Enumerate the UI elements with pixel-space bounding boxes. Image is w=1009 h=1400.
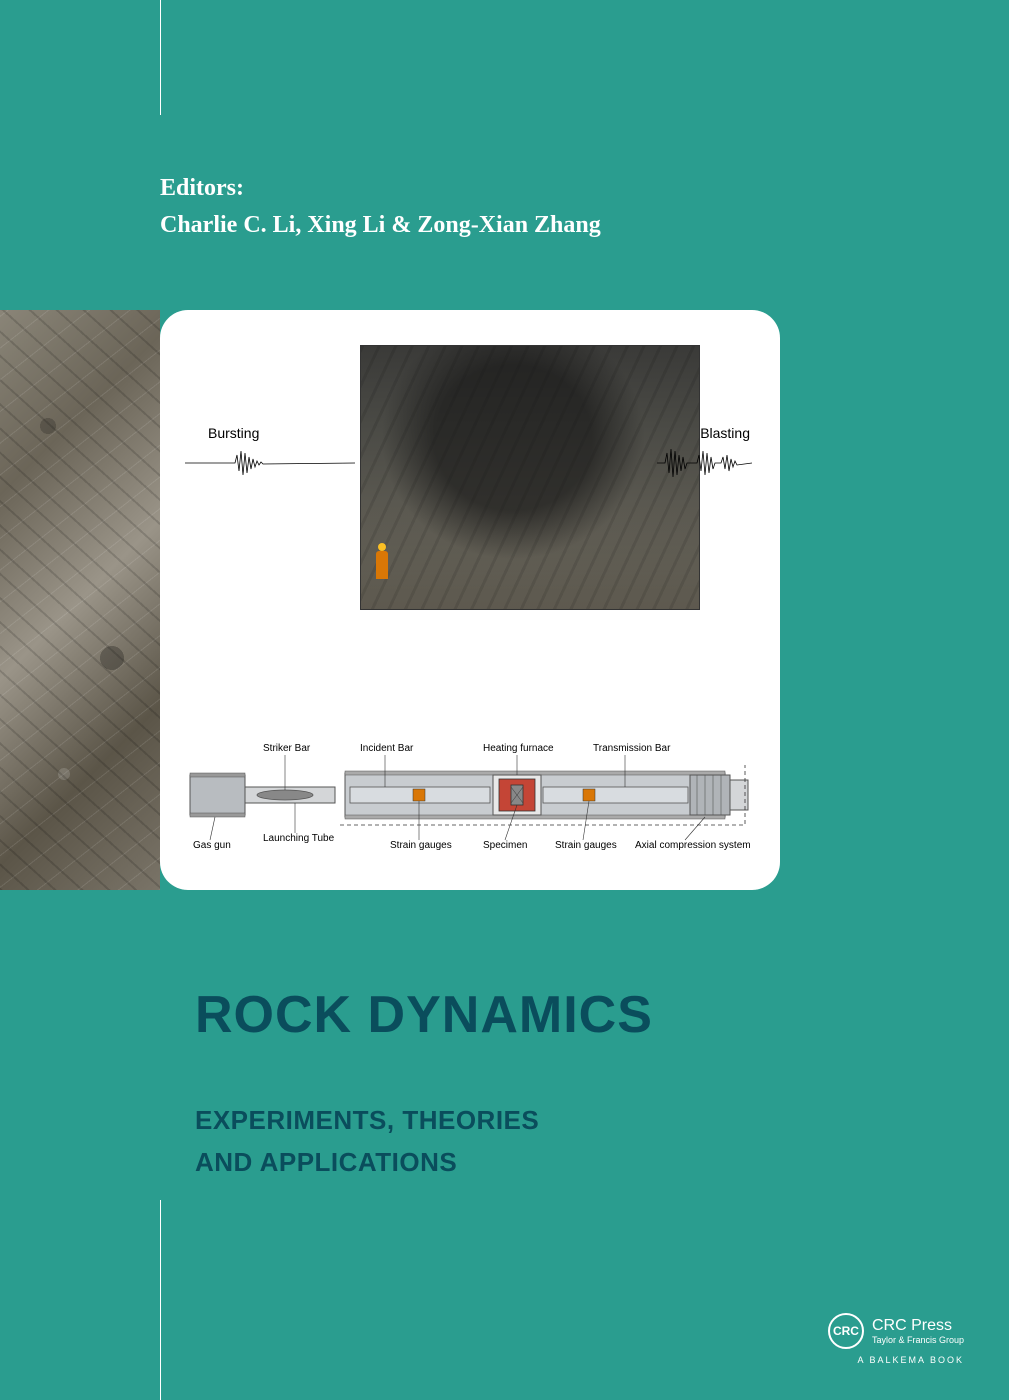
crc-logo-icon: CRC — [828, 1313, 864, 1349]
decorative-line-top — [160, 0, 161, 115]
cover-figure-area: Bursting Blasting — [0, 310, 780, 890]
editors-block: Editors: Charlie C. Li, Xing Li & Zong-X… — [160, 175, 601, 239]
label-gas-gun: Gas gun — [193, 840, 231, 851]
label-axial-compression: Axial compression system — [635, 840, 751, 851]
editors-label: Editors: — [160, 175, 601, 202]
shpb-apparatus-diagram: Striker Bar Incident Bar Heating furnace… — [185, 725, 755, 855]
label-launching-tube: Launching Tube — [263, 833, 334, 844]
decorative-line-bottom — [160, 1200, 161, 1400]
label-specimen: Specimen — [483, 840, 527, 851]
main-title: Rock Dynamics — [195, 985, 653, 1045]
bursting-waveform — [185, 445, 355, 481]
rock-face-photo — [0, 310, 160, 890]
publisher-group: Taylor & Francis Group — [872, 1335, 964, 1346]
title-block: Rock Dynamics Experiments, Theories and … — [195, 985, 653, 1183]
label-strain-gauges-2: Strain gauges — [555, 840, 617, 851]
label-heating-furnace: Heating furnace — [483, 743, 554, 754]
label-incident-bar: Incident Bar — [360, 743, 413, 754]
publisher-tagline: A BALKEMA BOOK — [828, 1355, 964, 1365]
label-strain-gauges-1: Strain gauges — [390, 840, 452, 851]
subtitle-line-1: Experiments, Theories — [195, 1100, 653, 1142]
blasting-label: Blasting — [700, 425, 750, 441]
worker-figure — [376, 551, 388, 579]
publisher-block: CRC CRC Press Taylor & Francis Group A B… — [828, 1313, 964, 1365]
label-striker-bar: Striker Bar — [263, 743, 310, 754]
figure-panel: Bursting Blasting — [160, 310, 780, 890]
bursting-label: Bursting — [208, 425, 259, 441]
subtitle-line-2: and Applications — [195, 1142, 653, 1184]
publisher-name: CRC Press — [872, 1316, 964, 1335]
blasting-waveform — [657, 445, 752, 481]
subtitle: Experiments, Theories and Applications — [195, 1100, 653, 1183]
underground-cave-photo — [360, 345, 700, 610]
label-transmission-bar: Transmission Bar — [593, 743, 670, 754]
editors-names: Charlie C. Li, Xing Li & Zong-Xian Zhang — [160, 212, 601, 239]
